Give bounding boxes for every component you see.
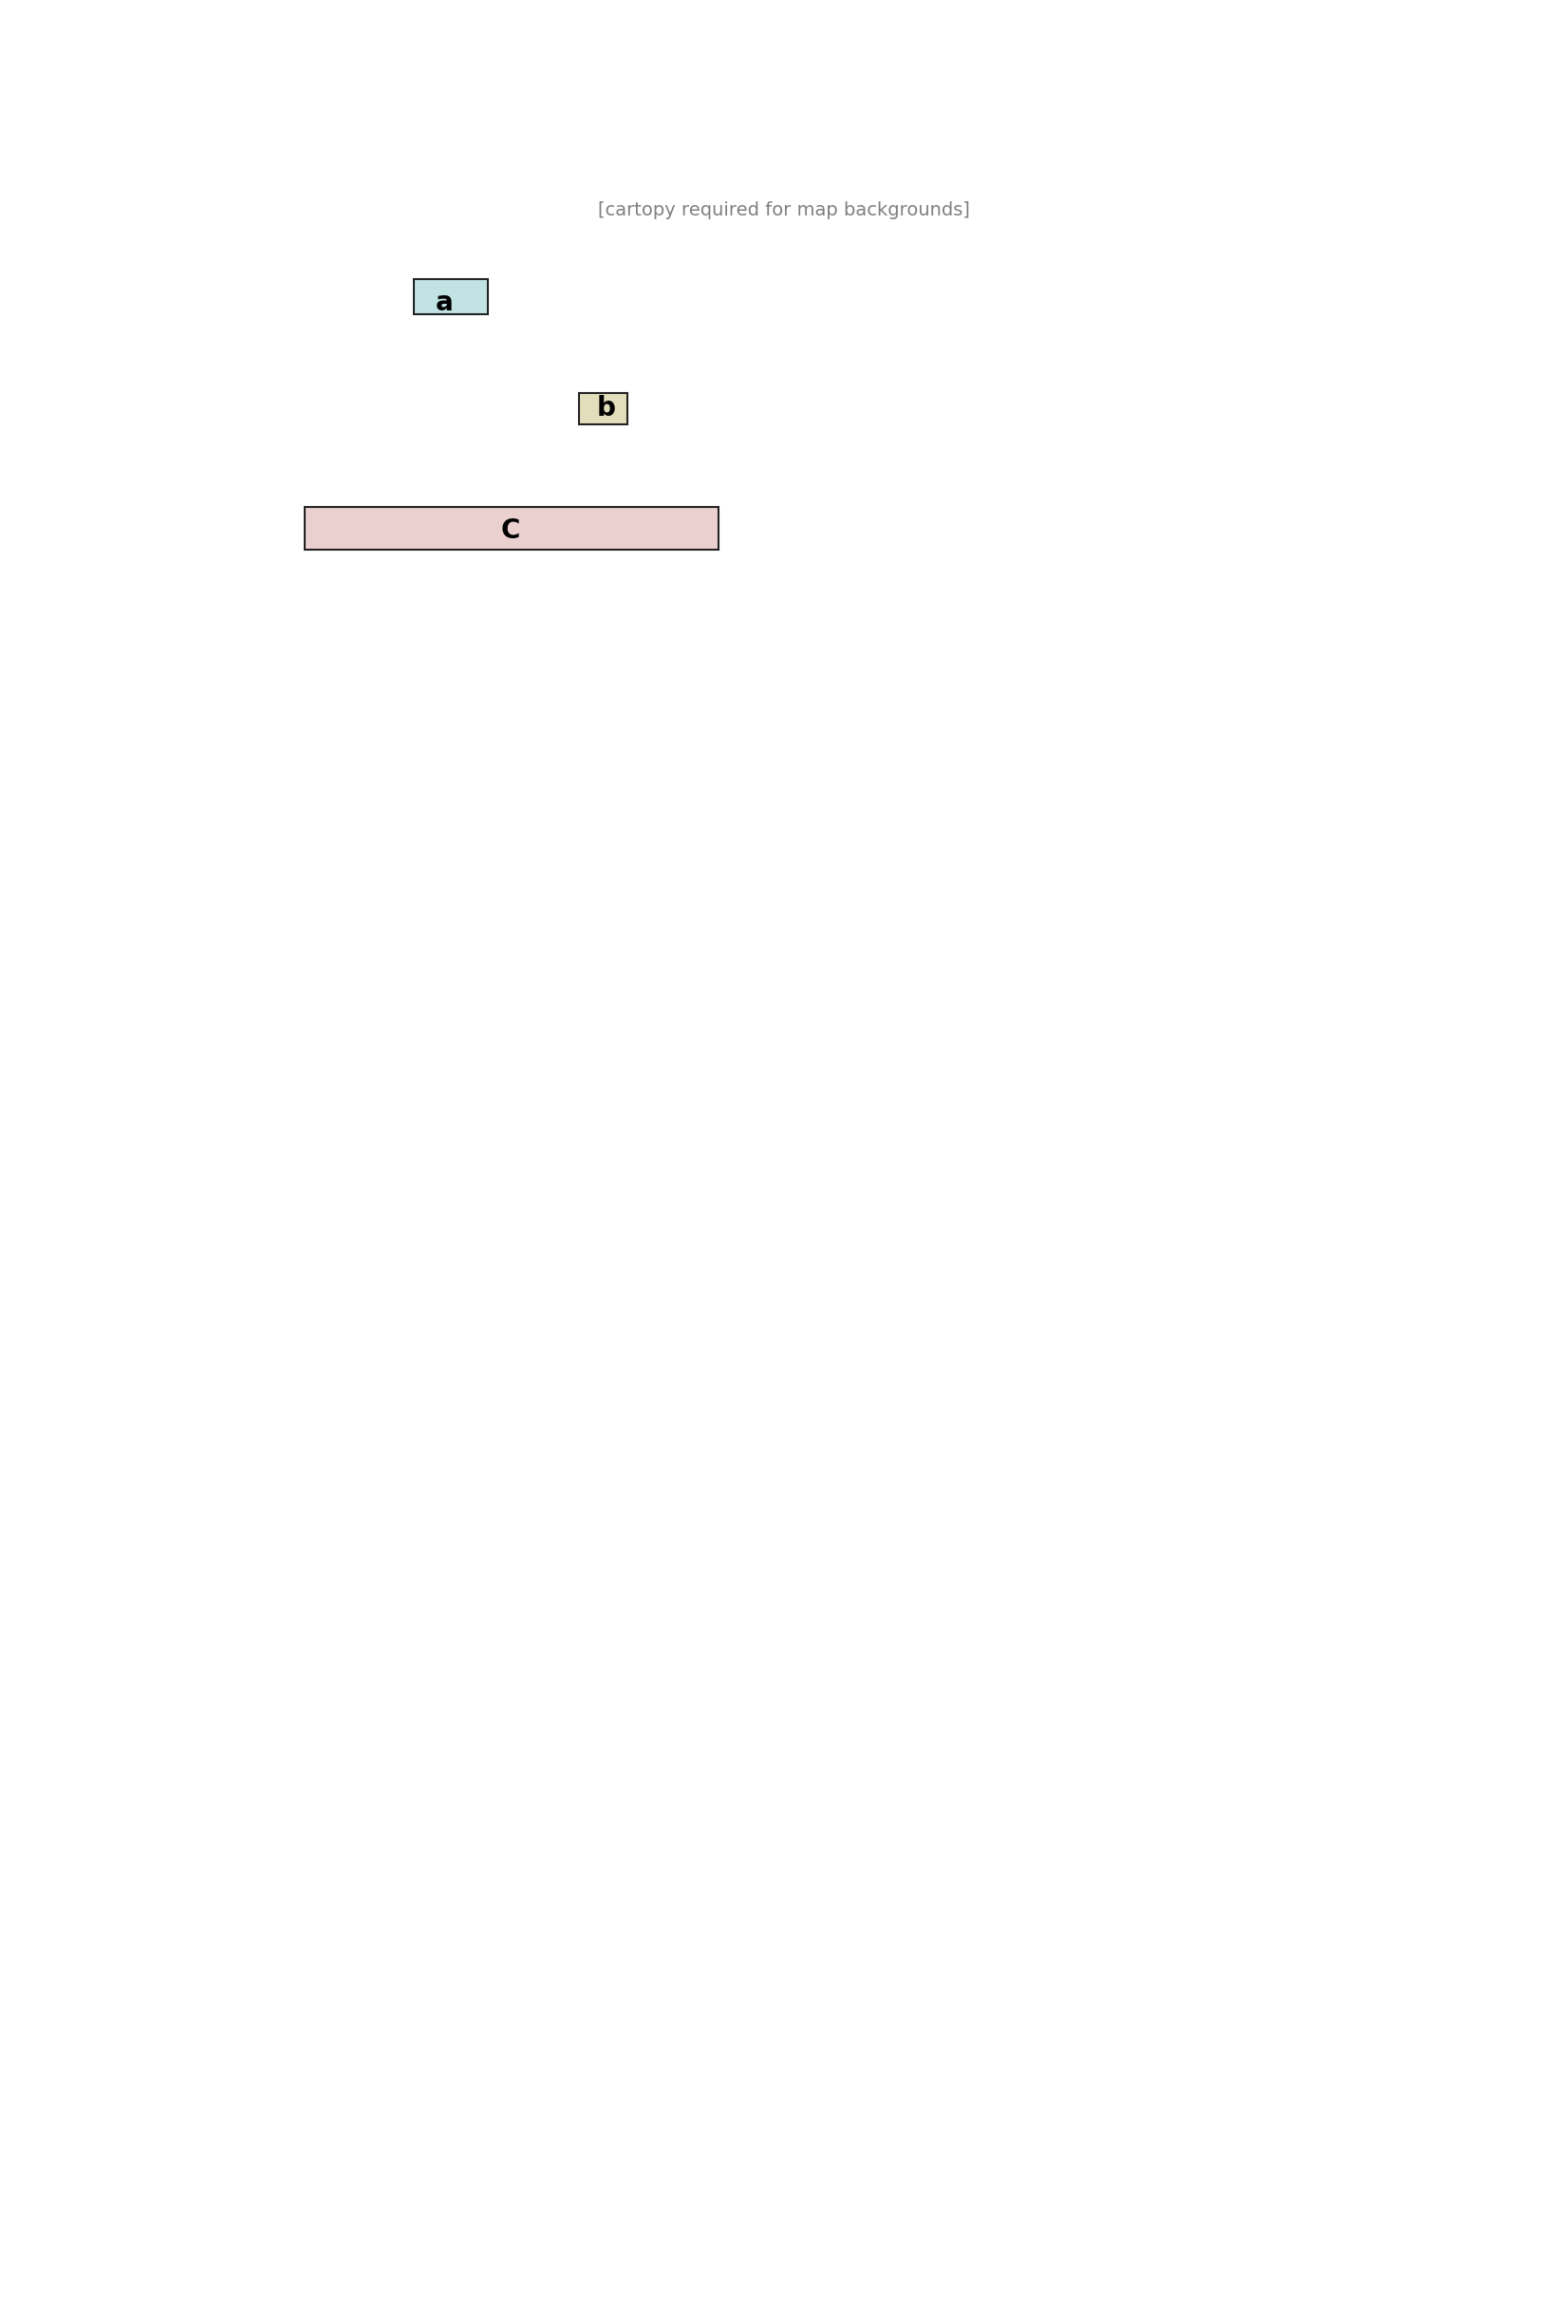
Text: b: b (597, 395, 616, 423)
Text: C: C (500, 516, 521, 544)
Bar (414, 279, 488, 314)
Text: a: a (436, 288, 453, 316)
Text: [cartopy required for map backgrounds]: [cartopy required for map backgrounds] (597, 202, 971, 221)
Bar (304, 507, 718, 551)
Bar (579, 393, 627, 423)
